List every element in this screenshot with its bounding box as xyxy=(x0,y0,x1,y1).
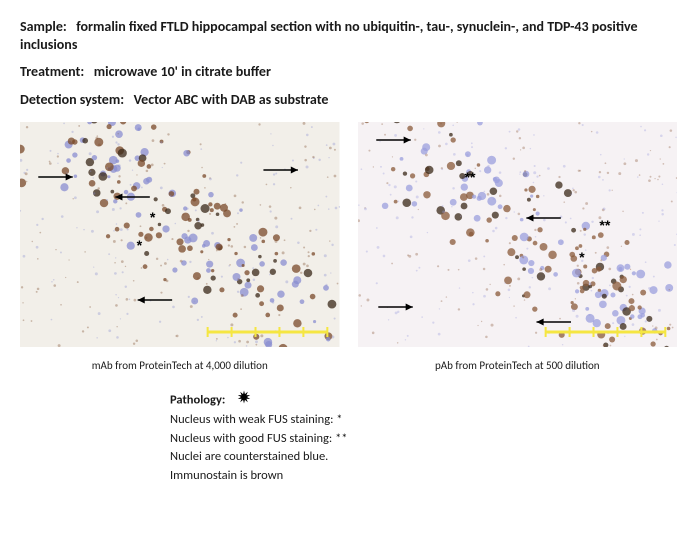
legend-line-3: Nuclei are counterstained blue. xyxy=(170,448,677,467)
left-panel: ** mAb from ProteinTech at 4,000 dilutio… xyxy=(20,122,340,372)
svg-text:*: * xyxy=(150,209,156,225)
header-text: Sample: formalin fixed FTLD hippocampal … xyxy=(20,18,677,108)
treatment-line: Treatment: microwave 10' in citrate buff… xyxy=(20,63,677,81)
legend-title-line: Pathology: xyxy=(170,390,677,411)
left-micrograph: ** xyxy=(20,122,340,347)
pathology-burst-icon xyxy=(237,390,251,411)
legend-line-4: Immunostain is brown xyxy=(170,467,677,486)
legend-line-1: Nucleus with weak FUS staining: * xyxy=(170,411,677,430)
left-caption: mAb from ProteinTech at 4,000 dilution xyxy=(20,359,340,372)
sample-value: formalin fixed FTLD hippocampal section … xyxy=(20,18,638,53)
svg-text:**: ** xyxy=(599,217,611,233)
images-row: ** mAb from ProteinTech at 4,000 dilutio… xyxy=(20,122,677,372)
detection-label: Detection system: xyxy=(20,91,124,108)
svg-text:*: * xyxy=(579,249,585,265)
right-micrograph: ***** xyxy=(358,122,678,347)
svg-text:**: ** xyxy=(464,169,476,185)
treatment-value: microwave 10' in citrate buffer xyxy=(94,63,271,80)
legend-title: Pathology: xyxy=(170,392,225,407)
svg-text:*: * xyxy=(137,237,143,253)
legend: Pathology: Nucleus with weak FUS stainin… xyxy=(170,390,677,486)
right-caption: pAb from ProteinTech at 500 dilution xyxy=(358,359,678,372)
legend-line-2: Nucleus with good FUS staining: ** xyxy=(170,430,677,449)
right-panel: ***** pAb from ProteinTech at 500 diluti… xyxy=(358,122,678,372)
sample-label: Sample: xyxy=(20,18,67,35)
detection-value: Vector ABC with DAB as substrate xyxy=(134,91,329,108)
detection-line: Detection system: Vector ABC with DAB as… xyxy=(20,91,677,109)
sample-line: Sample: formalin fixed FTLD hippocampal … xyxy=(20,18,677,53)
treatment-label: Treatment: xyxy=(20,63,84,80)
